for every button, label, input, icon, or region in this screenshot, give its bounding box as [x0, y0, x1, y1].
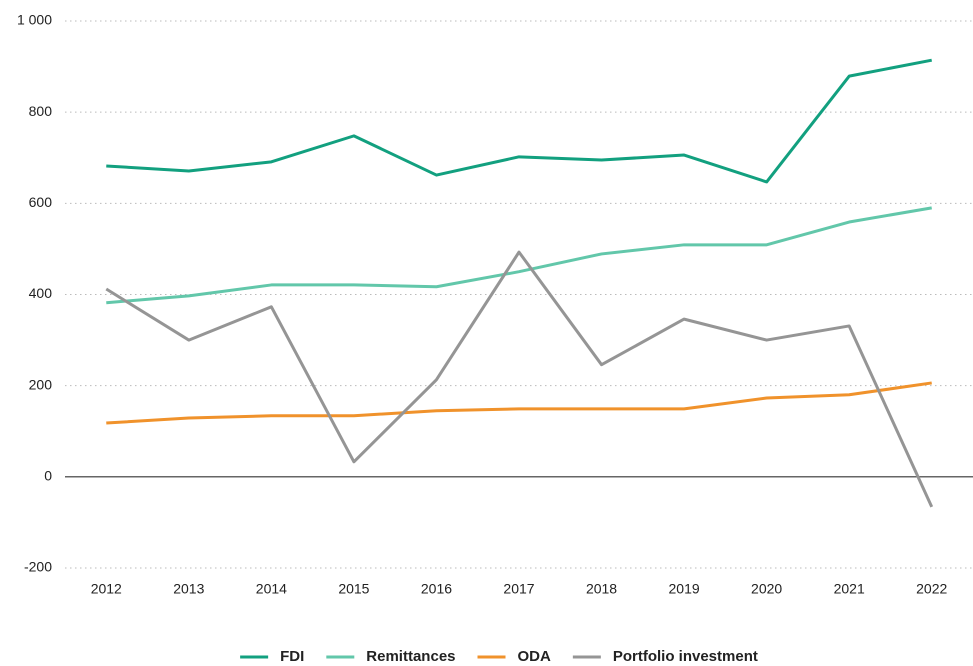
series-line [105, 250, 934, 508]
x-tick-label: 2013 [173, 581, 204, 597]
series-line [106, 206, 932, 305]
y-tick-label: 800 [29, 103, 53, 119]
y-tick-label: 1 000 [17, 12, 52, 28]
x-tick-label: 2015 [338, 581, 369, 597]
series-line [106, 58, 933, 184]
legend-label: Remittances [366, 648, 455, 665]
x-tick-label: 2017 [503, 581, 534, 597]
y-tick-label: 0 [44, 468, 52, 484]
y-tick-label: -200 [24, 559, 52, 575]
x-tick-label: 2020 [751, 581, 782, 597]
x-tick-label: 2021 [834, 581, 865, 597]
x-tick-label: 2012 [91, 581, 122, 597]
legend-label: FDI [280, 648, 304, 665]
y-tick-label: 400 [29, 285, 53, 301]
x-tick-label: 2016 [421, 581, 452, 597]
y-tick-label: 600 [29, 194, 53, 210]
series-line [106, 381, 932, 425]
y-tick-label: 200 [29, 376, 53, 392]
x-tick-label: 2014 [256, 581, 287, 597]
x-tick-label: 2019 [669, 581, 700, 597]
x-tick-label: 2018 [586, 581, 617, 597]
x-tick-label: 2022 [916, 581, 947, 597]
legend-label: Portfolio investment [613, 648, 758, 665]
legend-label: ODA [518, 648, 552, 665]
